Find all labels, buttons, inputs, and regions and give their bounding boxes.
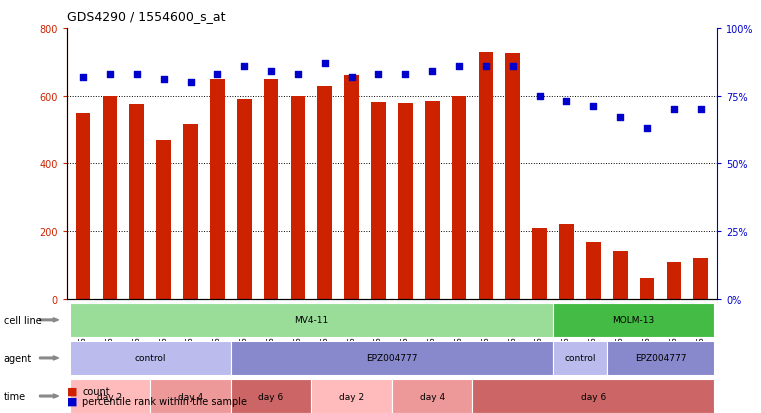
Point xyxy=(319,61,331,67)
Point xyxy=(641,126,653,132)
Text: EPZ004777: EPZ004777 xyxy=(635,354,686,363)
Point xyxy=(212,71,224,78)
Bar xyxy=(75,113,91,299)
Point xyxy=(158,77,170,83)
Point xyxy=(426,69,438,76)
Bar xyxy=(210,80,224,299)
Point xyxy=(507,64,519,70)
Point xyxy=(345,74,358,81)
Text: EPZ004777: EPZ004777 xyxy=(366,354,418,363)
Bar xyxy=(693,259,708,299)
Point xyxy=(695,107,707,113)
Bar xyxy=(317,86,332,299)
Bar xyxy=(452,97,466,299)
Text: percentile rank within the sample: percentile rank within the sample xyxy=(82,396,247,406)
Bar xyxy=(505,54,521,299)
Point xyxy=(238,64,250,70)
Bar xyxy=(129,105,144,299)
Bar xyxy=(425,102,440,299)
Bar xyxy=(291,97,305,299)
Text: day 6: day 6 xyxy=(259,392,284,401)
Bar xyxy=(586,242,600,299)
Point xyxy=(587,104,600,111)
Bar xyxy=(667,263,681,299)
Text: control: control xyxy=(135,354,166,363)
Text: cell line: cell line xyxy=(4,315,42,325)
Text: agent: agent xyxy=(4,353,32,363)
Bar xyxy=(371,103,386,299)
Text: time: time xyxy=(4,391,26,401)
Point xyxy=(291,71,304,78)
Text: day 4: day 4 xyxy=(419,392,444,401)
Bar xyxy=(532,228,547,299)
Bar xyxy=(263,80,279,299)
Bar xyxy=(398,104,412,299)
Bar xyxy=(479,52,493,299)
Point xyxy=(614,115,626,121)
Point xyxy=(372,71,384,78)
Bar xyxy=(640,279,654,299)
Text: GDS4290 / 1554600_s_at: GDS4290 / 1554600_s_at xyxy=(67,10,225,23)
Bar xyxy=(103,97,117,299)
Point xyxy=(668,107,680,113)
Point xyxy=(560,99,572,105)
Point xyxy=(265,69,277,76)
Text: day 4: day 4 xyxy=(178,392,203,401)
Text: MOLM-13: MOLM-13 xyxy=(613,316,654,325)
Text: MV4-11: MV4-11 xyxy=(295,316,329,325)
Text: day 2: day 2 xyxy=(339,392,365,401)
Bar xyxy=(183,125,198,299)
Text: count: count xyxy=(82,386,110,396)
Point xyxy=(480,64,492,70)
Point xyxy=(533,93,546,100)
Text: day 2: day 2 xyxy=(97,392,123,401)
Point xyxy=(184,80,196,86)
Text: ■: ■ xyxy=(67,386,78,396)
Bar xyxy=(344,76,359,299)
Point xyxy=(453,64,465,70)
Text: control: control xyxy=(564,354,596,363)
Point xyxy=(77,74,89,81)
Bar xyxy=(237,100,252,299)
Bar xyxy=(559,224,574,299)
Text: day 6: day 6 xyxy=(581,392,606,401)
Text: ■: ■ xyxy=(67,396,78,406)
Point xyxy=(400,71,412,78)
Bar xyxy=(613,252,628,299)
Point xyxy=(103,71,116,78)
Bar xyxy=(156,141,171,299)
Point xyxy=(131,71,143,78)
